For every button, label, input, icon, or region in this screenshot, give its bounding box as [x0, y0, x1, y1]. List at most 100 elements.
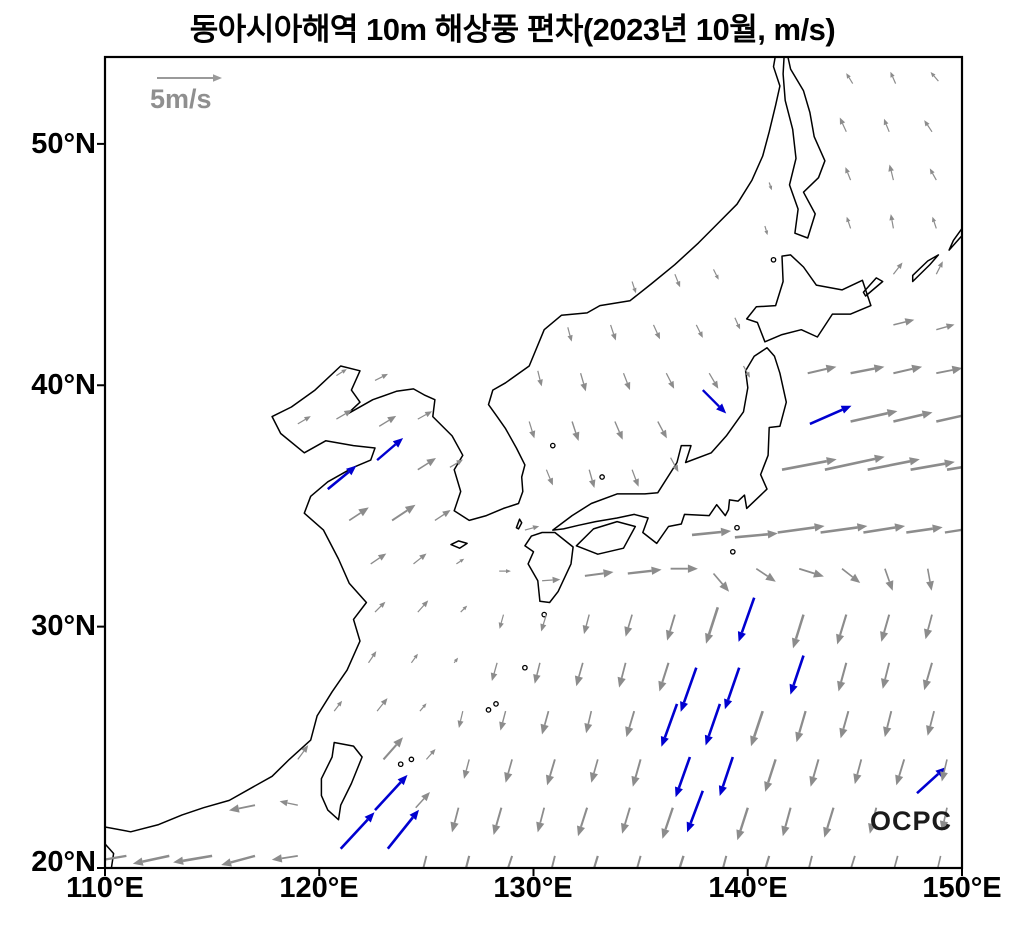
coastline-path [524, 531, 574, 604]
wind-arrow [705, 606, 720, 644]
x-tick-140e: 140°E [708, 872, 788, 904]
wind-arrow [695, 324, 703, 338]
coastline-path [745, 254, 872, 343]
wind-arrow [536, 807, 546, 833]
wind-arrow [661, 807, 674, 839]
wind-arrow [374, 373, 388, 381]
wind-arrow [577, 807, 589, 837]
wind-arrow [809, 405, 852, 426]
wind-arrow [701, 389, 727, 414]
wind-arrow [839, 117, 847, 133]
wind-arrow [660, 703, 679, 747]
wind-arrow [712, 269, 719, 280]
wind-arrow [567, 327, 573, 342]
wind-arrow [922, 662, 933, 691]
wind-arrow [734, 530, 778, 539]
wind-arrow [550, 855, 556, 868]
wind-arrow [370, 553, 387, 565]
wind-arrow [449, 459, 463, 468]
wind-arrow [777, 523, 825, 534]
wind-arrow [850, 364, 885, 375]
wind-arrow [453, 657, 459, 664]
wind-arrow [592, 855, 599, 868]
wind-arrow [845, 167, 852, 181]
y-tick-20n: 20°N [31, 846, 96, 878]
wind-arrow [868, 807, 878, 834]
wind-arrow [374, 774, 408, 811]
wind-arrow [422, 855, 428, 868]
coastline-path [450, 540, 468, 549]
wind-arrow [579, 373, 587, 392]
wind-arrow [807, 855, 813, 868]
wind-arrow [374, 601, 386, 613]
wind-arrow [926, 710, 935, 736]
plot-frame [103, 55, 964, 870]
wind-arrow [883, 710, 893, 738]
coastline-path [575, 520, 637, 555]
wind-arrow [883, 118, 890, 133]
wind-arrow [221, 854, 256, 867]
coastline-path [552, 347, 788, 545]
wind-arrow [625, 710, 636, 738]
wind-arrow [936, 323, 955, 331]
y-tick-50n: 50°N [31, 128, 96, 160]
x-tick-150e: 150°E [922, 872, 1002, 904]
wind-arrow [336, 369, 347, 377]
wind-arrow [809, 759, 820, 787]
wind-arrow [930, 72, 939, 82]
wind-arrow [764, 759, 777, 792]
wind-arrow [675, 756, 692, 798]
wind-arrow [382, 737, 403, 761]
wind-arrow [588, 469, 596, 488]
wind-arrow [499, 569, 511, 574]
wind-arrow [631, 281, 637, 294]
wind-arrow [537, 370, 543, 387]
wind-arrow [410, 653, 418, 664]
axis-ticks [97, 142, 963, 876]
wind-arrow [348, 507, 369, 522]
wind-arrow [574, 662, 584, 687]
wind-arrow [916, 767, 946, 795]
coastline-path [515, 518, 523, 530]
wind-arrow [462, 759, 470, 779]
wind-arrow [666, 614, 676, 641]
wind-arrow [658, 662, 670, 692]
wind-arrow [506, 855, 514, 868]
wind-arrow [279, 799, 298, 807]
wind-arrow [863, 523, 906, 534]
wind-arrow [670, 564, 698, 573]
wind-arrow [792, 614, 805, 649]
wind-arrow [678, 855, 685, 868]
wind-arrow [768, 182, 773, 191]
wind-arrow [297, 745, 309, 760]
wind-arrow [540, 614, 547, 632]
wind-arrow [721, 855, 728, 868]
coastline-path [320, 741, 363, 821]
small-island [599, 474, 605, 480]
wind-arrow [391, 504, 416, 522]
wind-arrow [504, 759, 513, 783]
wind-arrow [665, 372, 675, 389]
map-content [105, 57, 962, 868]
wind-arrow [413, 553, 427, 565]
wind-arrow [686, 790, 705, 833]
wind-arrow [336, 409, 352, 420]
wind-arrow [617, 662, 627, 688]
coastline-path [782, 57, 826, 239]
wind-arrow [652, 324, 660, 340]
wind-arrow [893, 410, 933, 423]
wind-arrow [750, 710, 764, 747]
wind-arrow [867, 457, 920, 471]
wind-arrow [674, 273, 681, 288]
wind-arrow [614, 421, 623, 440]
wind-arrow [542, 576, 561, 584]
wind-arrow [456, 558, 465, 565]
coastlines [105, 57, 962, 868]
wind-arrow [881, 662, 891, 689]
wind-arrow [460, 605, 468, 613]
coastline-path [911, 254, 940, 283]
small-island [397, 761, 404, 768]
wind-arrow [884, 568, 894, 591]
wind-arrow [624, 614, 633, 637]
